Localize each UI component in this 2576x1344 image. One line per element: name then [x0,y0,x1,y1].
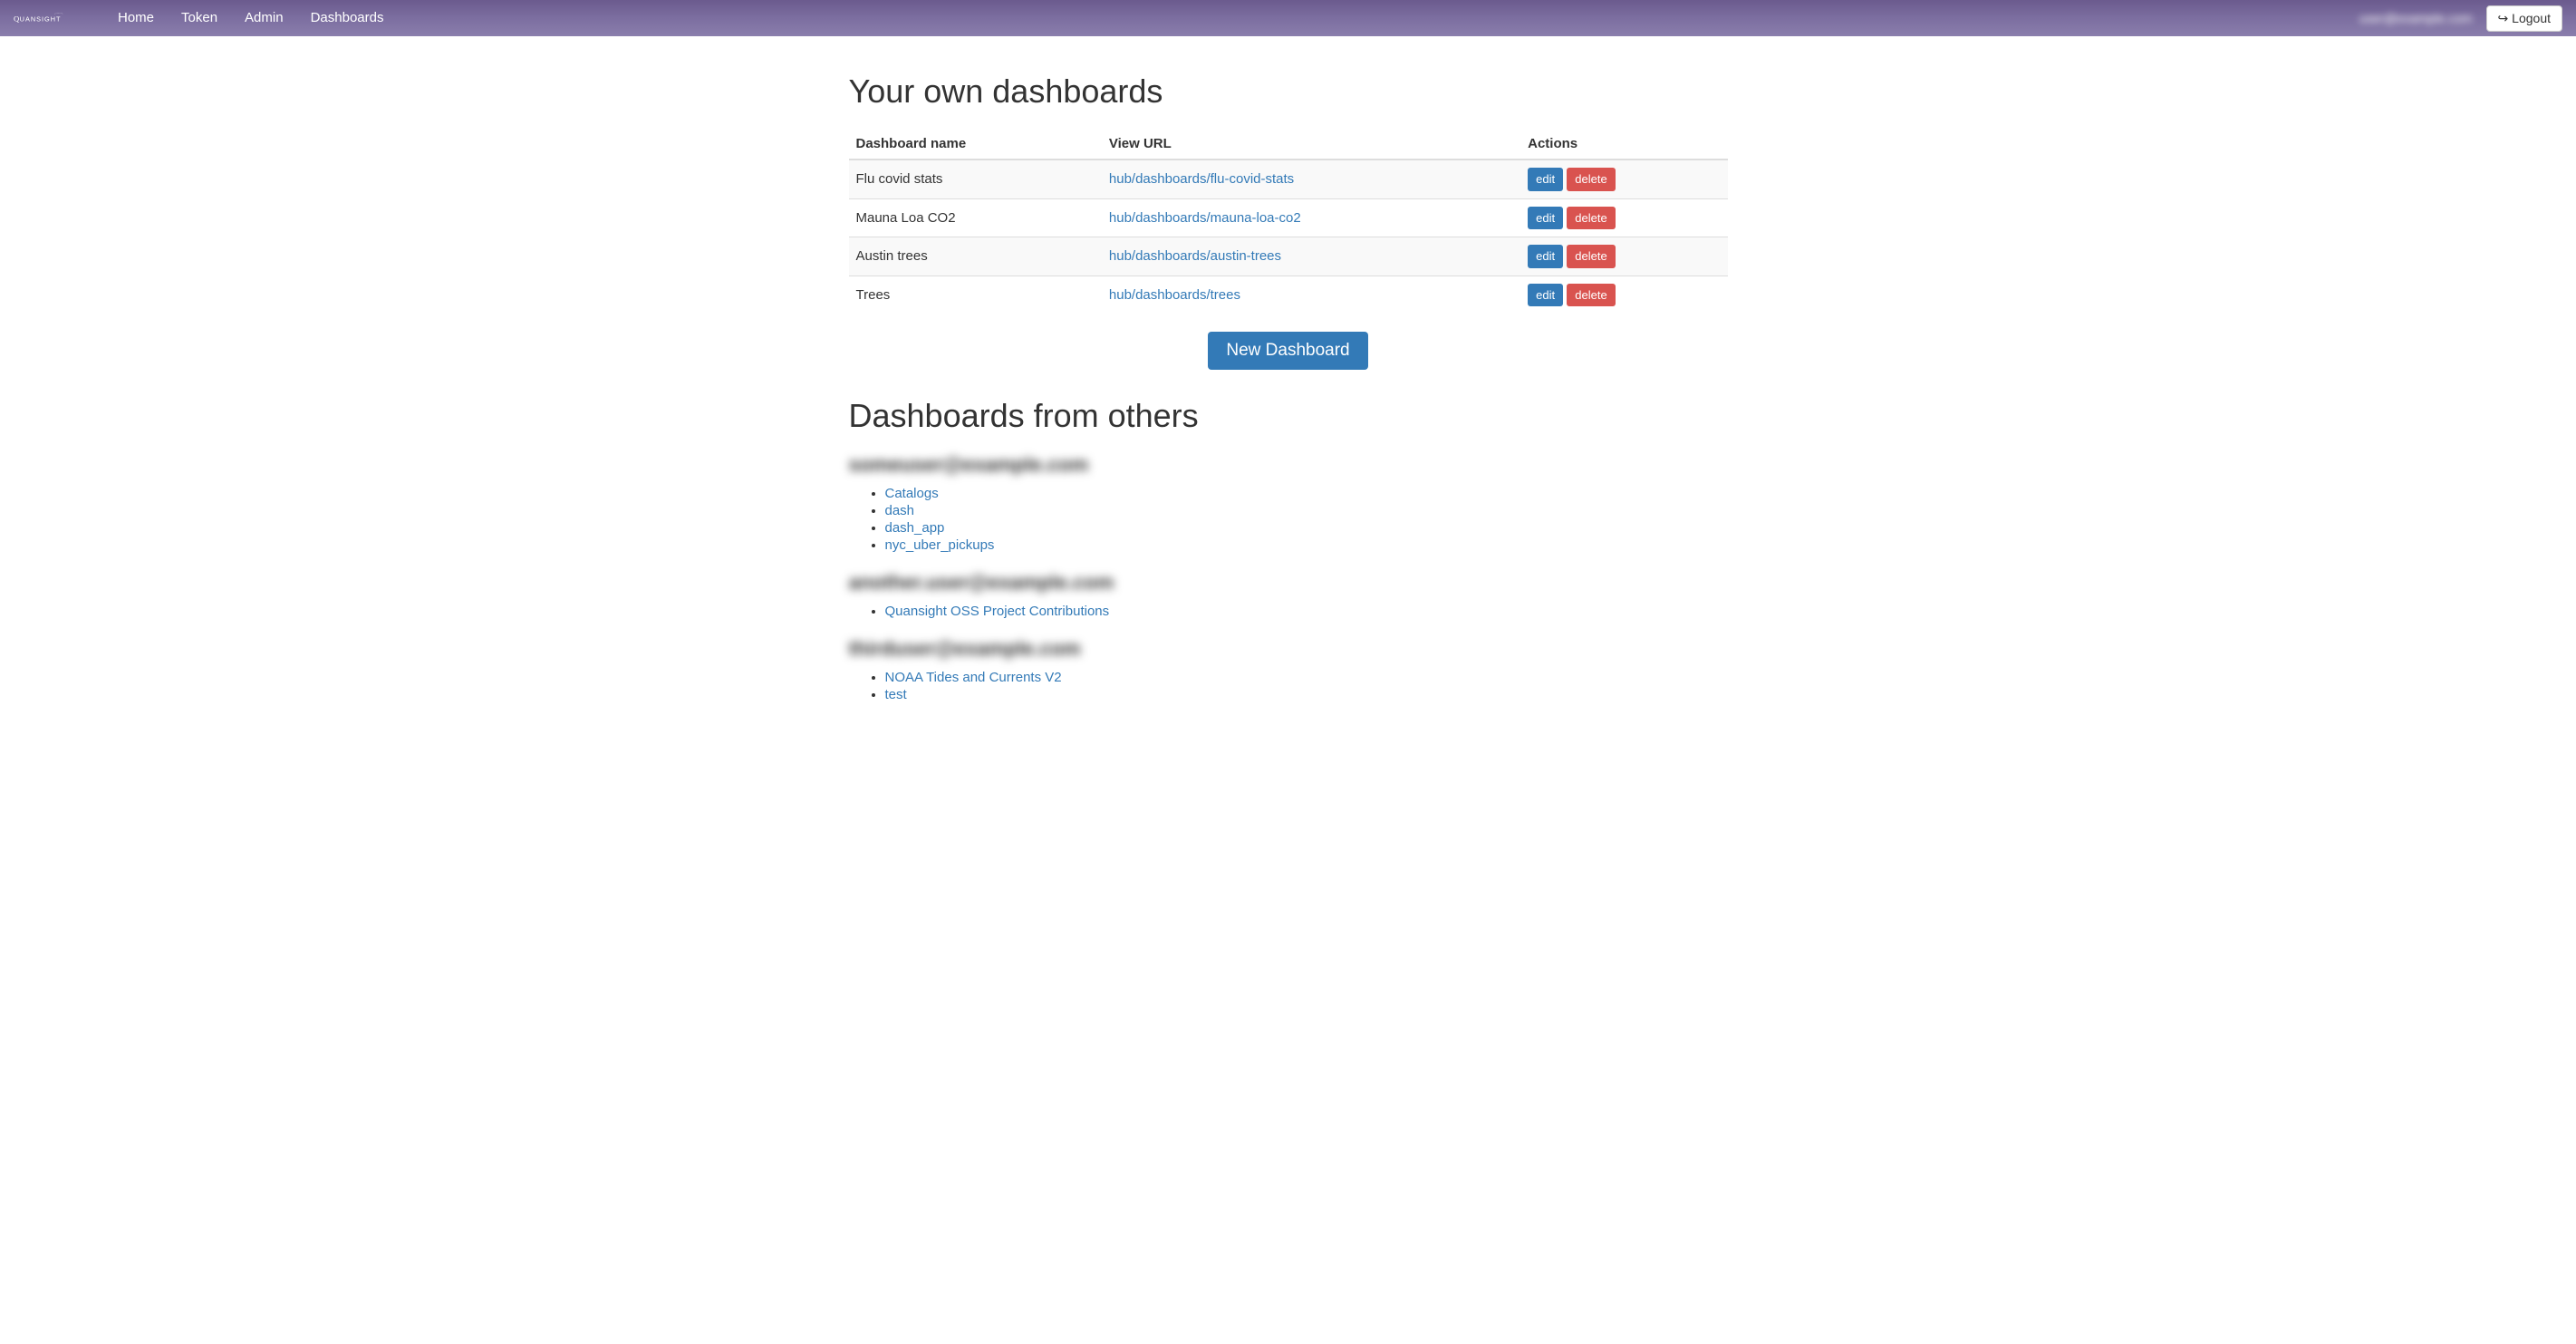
other-dashboard-list: Catalogs dash dash_appnyc_uber_pickups [849,486,1728,553]
list-item: dash_app [885,520,1728,536]
other-dashboard-link[interactable]: dash_app [885,520,945,536]
other-dashboard-link[interactable]: nyc_uber_pickups [885,537,995,553]
cell-url: hub/dashboards/trees [1102,276,1520,314]
own-dashboards-table: Dashboard name View URL Actions Flu covi… [849,129,1728,314]
cell-url: hub/dashboards/austin-trees [1102,237,1520,276]
th-actions: Actions [1520,129,1727,160]
dashboard-url-link[interactable]: hub/dashboards/mauna-loa-co2 [1109,210,1301,226]
main-container: Your own dashboards Dashboard name View … [835,36,1741,734]
cell-url: hub/dashboards/mauna-loa-co2 [1102,198,1520,237]
dashboard-url-link[interactable]: hub/dashboards/flu-covid-stats [1109,171,1294,187]
dashboard-url-link[interactable]: hub/dashboards/trees [1109,287,1240,303]
other-dashboard-list: NOAA Tides and Currents V2 test [849,670,1728,702]
cell-actions: edit delete [1520,198,1727,237]
nav-links: Home Token Admin Dashboards [104,0,2359,36]
table-row: Mauna Loa CO2 hub/dashboards/mauna-loa-co… [849,198,1728,237]
other-dashboard-link[interactable]: Catalogs [885,486,939,501]
dashboard-url-link[interactable]: hub/dashboards/austin-trees [1109,248,1281,264]
other-dashboard-link[interactable]: Quansight OSS Project Contributions [885,604,1110,619]
cell-actions: edit delete [1520,160,1727,198]
svg-text:UANSIGHT: UANSIGHT [20,15,62,23]
cell-actions: edit delete [1520,276,1727,314]
table-row: Flu covid stats hub/dashboards/flu-covid-… [849,160,1728,198]
cell-actions: edit delete [1520,237,1727,276]
delete-button[interactable]: delete [1567,207,1615,230]
list-item: NOAA Tides and Currents V2 [885,670,1728,685]
delete-button[interactable]: delete [1567,284,1615,307]
own-dashboards-title: Your own dashboards [849,73,1728,111]
other-dashboard-link[interactable]: NOAA Tides and Currents V2 [885,670,1062,685]
nav-token[interactable]: Token [168,0,231,36]
list-item: nyc_uber_pickups [885,537,1728,553]
nav-home[interactable]: Home [104,0,168,36]
table-row: Austin trees hub/dashboards/austin-trees e… [849,237,1728,276]
other-dashboard-link[interactable]: test [885,687,907,702]
cell-url: hub/dashboards/flu-covid-stats [1102,160,1520,198]
delete-button[interactable]: delete [1567,245,1615,268]
user-label: user@example.com [2359,11,2473,25]
list-item: dash [885,503,1728,518]
edit-button[interactable]: edit [1528,245,1563,268]
edit-button[interactable]: edit [1528,207,1563,230]
logout-button[interactable]: ↪ Logout [2486,5,2562,32]
list-item: test [885,687,1728,702]
list-item: Quansight OSS Project Contributions [885,604,1728,619]
cell-name: Flu covid stats [849,160,1102,198]
nav-admin[interactable]: Admin [231,0,297,36]
table-row: Trees hub/dashboards/trees edit delete [849,276,1728,314]
svg-text:Q: Q [14,14,20,23]
others-dashboards-title: Dashboards from others [849,397,1728,435]
brand-logo[interactable]: Q UANSIGHT [14,10,86,26]
list-item: Catalogs [885,486,1728,501]
logout-icon: ↪ [2498,11,2509,25]
other-user-heading: someuser@example.com [849,453,1728,477]
navbar-right: user@example.com ↪ Logout [2359,5,2562,32]
edit-button[interactable]: edit [1528,168,1563,191]
delete-button[interactable]: delete [1567,168,1615,191]
other-dashboard-list: Quansight OSS Project Contributions [849,604,1728,619]
th-url: View URL [1102,129,1520,160]
other-user-heading: thirduser@example.com [849,637,1728,661]
logout-label: Logout [2512,11,2551,25]
nav-dashboards[interactable]: Dashboards [297,0,398,36]
other-user-heading: another.user@example.com [849,571,1728,595]
cell-name: Mauna Loa CO2 [849,198,1102,237]
cell-name: Austin trees [849,237,1102,276]
other-dashboard-link[interactable]: dash [885,503,915,518]
edit-button[interactable]: edit [1528,284,1563,307]
new-dashboard-button[interactable]: New Dashboard [1208,332,1367,370]
th-name: Dashboard name [849,129,1102,160]
cell-name: Trees [849,276,1102,314]
navbar: Q UANSIGHT Home Token Admin Dashboards u… [0,0,2576,36]
